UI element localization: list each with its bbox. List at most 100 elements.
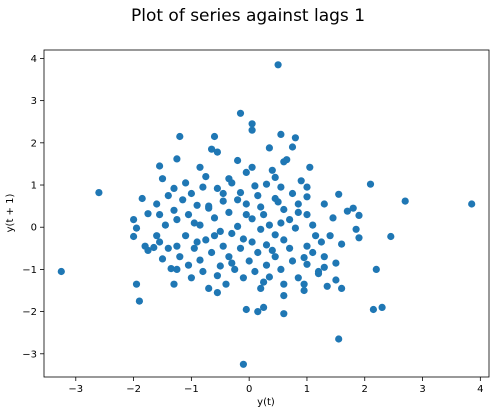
data-point-149: [280, 310, 288, 318]
data-point-167: [193, 238, 201, 246]
data-point-152: [239, 235, 247, 243]
data-point-142: [338, 284, 346, 292]
y-tick-label: −2: [22, 307, 37, 318]
data-point-87: [130, 232, 138, 241]
data-point-24: [213, 148, 221, 156]
data-point-134: [294, 274, 302, 282]
data-point-159: [314, 270, 323, 278]
data-point-162: [312, 232, 320, 240]
data-point-25: [173, 155, 181, 163]
data-point-140: [205, 284, 213, 292]
data-point-4: [239, 360, 247, 368]
data-point-8: [387, 232, 395, 241]
data-point-97: [317, 238, 325, 246]
data-point-93: [156, 238, 164, 246]
data-point-45: [303, 183, 311, 191]
data-point-108: [208, 248, 216, 257]
data-point-39: [138, 194, 146, 203]
data-point-40: [170, 184, 178, 192]
x-tick-label: −1: [184, 384, 199, 395]
data-point-118: [288, 257, 297, 265]
data-point-65: [184, 211, 193, 219]
data-point-84: [216, 227, 224, 235]
data-point-130: [213, 272, 221, 280]
data-point-120: [184, 261, 193, 269]
data-point-95: [248, 238, 256, 246]
data-point-35: [158, 175, 167, 183]
data-point-147: [242, 305, 250, 314]
data-point-80: [265, 221, 273, 229]
data-point-43: [251, 182, 259, 190]
data-point-5: [335, 335, 343, 343]
data-point-136: [170, 280, 178, 288]
data-point-153: [277, 219, 285, 227]
x-axis-ticks: −3 −2 −1 0 1 2 3 4: [68, 377, 484, 395]
data-point-55: [193, 201, 201, 209]
data-point-154: [141, 242, 149, 250]
data-point-18: [291, 134, 299, 142]
data-point-119: [332, 259, 340, 267]
data-point-146: [260, 303, 268, 311]
data-point-14: [372, 265, 380, 273]
data-point-123: [303, 260, 311, 268]
data-point-132: [187, 274, 195, 282]
data-point-26: [234, 156, 242, 165]
data-point-110: [309, 248, 317, 257]
data-point-53: [349, 204, 357, 212]
x-tick-label: 4: [477, 384, 483, 395]
data-point-69: [355, 211, 363, 219]
data-point-9: [366, 180, 375, 188]
data-point-135: [332, 276, 340, 284]
y-tick-label: 0: [31, 223, 37, 234]
data-point-81: [309, 221, 317, 229]
data-point-48: [288, 189, 297, 198]
data-point-12: [135, 297, 143, 305]
data-point-76: [144, 210, 152, 218]
x-tick-label: 2: [362, 384, 368, 395]
data-point-16: [210, 132, 219, 141]
data-point-62: [280, 205, 288, 214]
y-axis-ticks: −3 −2 −1 0 1 2 3 4: [22, 54, 44, 360]
data-point-158: [202, 173, 210, 181]
data-point-94: [202, 236, 210, 244]
data-point-50: [179, 196, 187, 204]
data-point-31: [306, 163, 314, 171]
data-point-166: [268, 246, 276, 254]
data-point-125: [231, 265, 239, 273]
x-tick-label: 3: [419, 384, 425, 395]
data-point-21: [288, 143, 297, 151]
data-point-30: [248, 163, 256, 171]
chart-title: Plot of series against lags 1: [130, 6, 366, 26]
x-tick-label: −2: [126, 384, 141, 395]
data-point-59: [320, 200, 328, 208]
data-point-175: [153, 232, 161, 240]
data-point-165: [228, 259, 236, 267]
data-point-42: [213, 184, 221, 192]
data-point-86: [291, 224, 299, 232]
data-point-106: [286, 244, 294, 252]
data-point-174: [320, 263, 328, 271]
data-point-58: [294, 200, 302, 208]
data-point-138: [280, 280, 288, 288]
data-point-151: [300, 254, 308, 262]
x-axis-label: y(t): [257, 397, 275, 408]
data-point-15: [176, 132, 184, 141]
data-point-38: [262, 180, 271, 188]
x-tick-label: 0: [246, 384, 252, 395]
data-point-122: [262, 261, 271, 269]
data-point-2: [468, 200, 476, 208]
data-point-113: [271, 253, 279, 261]
data-point-128: [251, 267, 259, 276]
data-point-0: [274, 61, 282, 69]
data-point-64: [156, 211, 164, 219]
data-point-28: [156, 162, 164, 170]
data-point-115: [158, 255, 167, 263]
data-point-79: [234, 222, 242, 230]
data-point-66: [225, 208, 233, 216]
data-point-85: [257, 225, 265, 233]
y-tick-label: 2: [31, 138, 37, 149]
data-point-137: [222, 280, 230, 288]
data-point-13: [132, 280, 141, 288]
data-point-70: [130, 216, 138, 224]
data-point-75: [329, 214, 337, 222]
